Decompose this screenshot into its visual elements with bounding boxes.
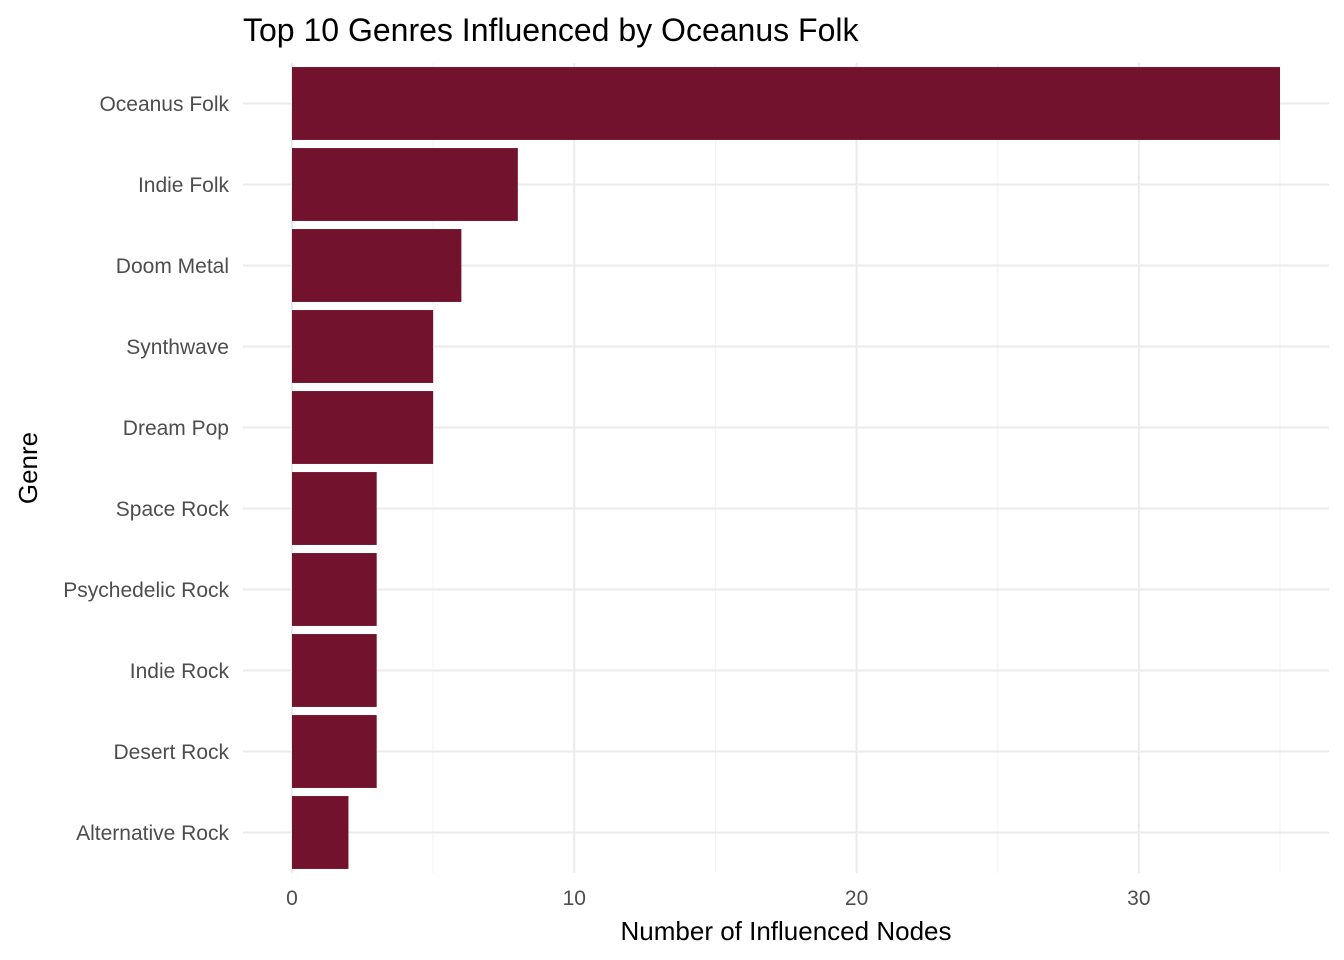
y-axis-tick-labels: Oceanus Folk Indie Folk Doom Metal Synthwav…	[63, 93, 229, 845]
bar	[292, 229, 462, 302]
y-tick-label: Psychedelic Rock	[63, 579, 229, 602]
bar	[292, 148, 518, 221]
y-tick-label: Indie Rock	[130, 660, 230, 683]
y-tick-label: Doom Metal	[116, 255, 229, 278]
chart-title: Top 10 Genres Influenced by Oceanus Folk	[243, 12, 859, 48]
x-axis-title: Number of Influenced Nodes	[621, 916, 952, 946]
bar	[292, 310, 434, 383]
bar	[292, 796, 349, 869]
bars	[292, 67, 1280, 869]
bar	[292, 472, 377, 545]
x-tick-label: 10	[563, 887, 586, 910]
y-tick-label: Alternative Rock	[76, 822, 229, 845]
bar	[292, 634, 377, 707]
y-tick-label: Synthwave	[126, 336, 229, 359]
y-tick-label: Space Rock	[116, 498, 230, 521]
y-tick-label: Oceanus Folk	[99, 93, 229, 116]
bar	[292, 391, 434, 464]
x-axis-tick-labels: 0 10 20 30	[286, 887, 1150, 910]
x-tick-label: 0	[286, 887, 298, 910]
bar	[292, 715, 377, 788]
y-tick-label: Dream Pop	[123, 417, 229, 440]
x-tick-label: 20	[845, 887, 868, 910]
y-axis-title: Genre	[13, 432, 43, 504]
x-tick-label: 30	[1127, 887, 1150, 910]
y-tick-label: Desert Rock	[113, 741, 229, 764]
y-tick-label: Indie Folk	[138, 174, 230, 197]
bar	[292, 553, 377, 626]
bar	[292, 67, 1280, 140]
